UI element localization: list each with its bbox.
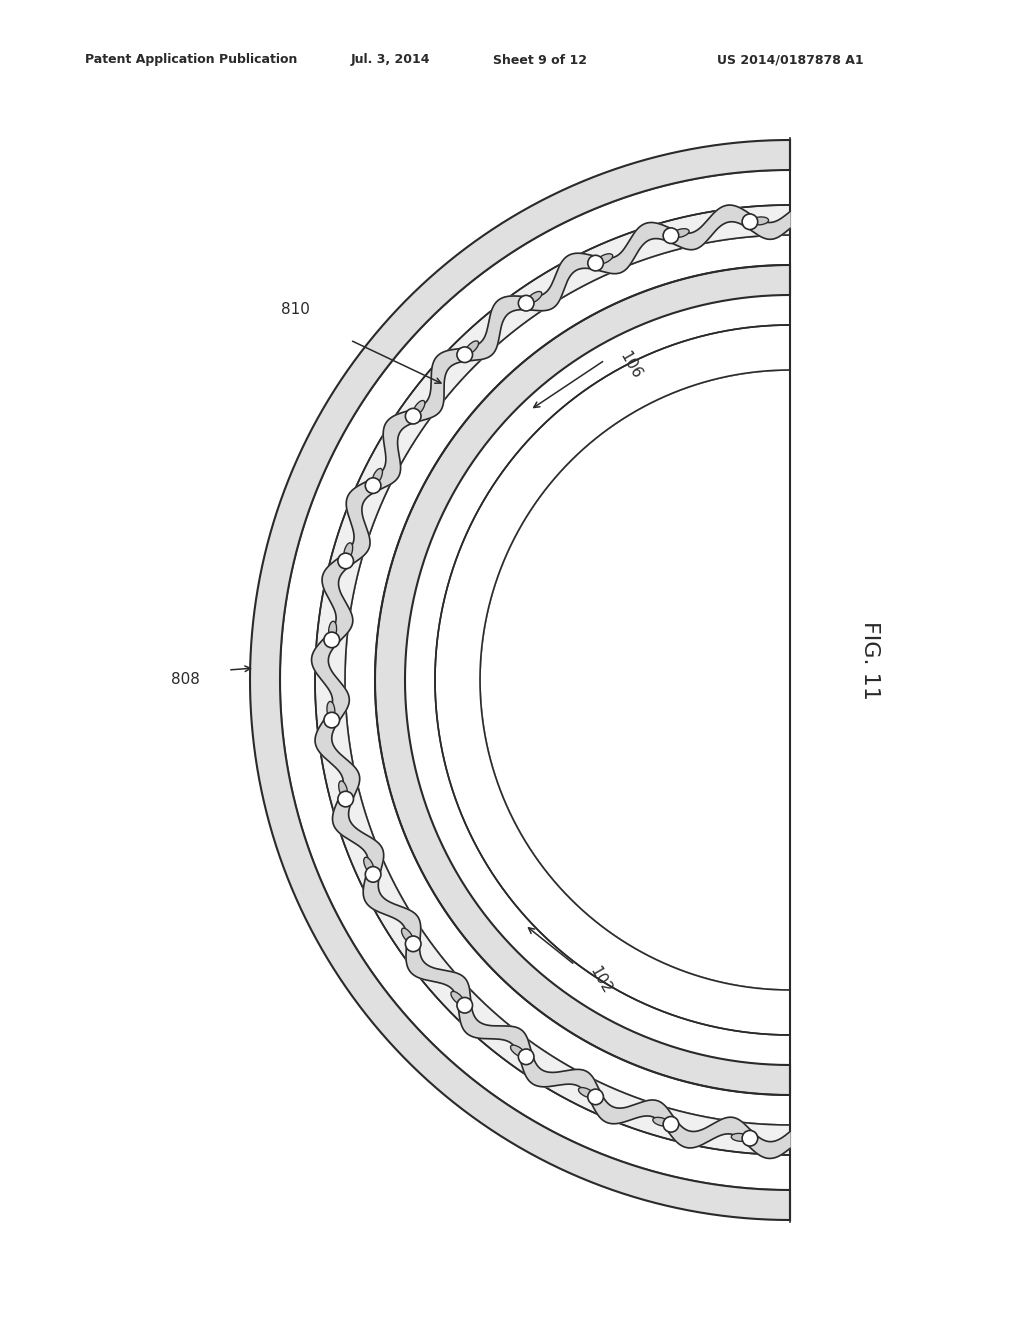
Text: US 2014/0187878 A1: US 2014/0187878 A1: [717, 54, 863, 66]
Circle shape: [518, 296, 534, 312]
Circle shape: [457, 347, 472, 363]
Ellipse shape: [373, 469, 382, 484]
Ellipse shape: [673, 228, 689, 238]
Text: FIG. 11: FIG. 11: [860, 620, 880, 700]
Ellipse shape: [329, 622, 337, 639]
Circle shape: [664, 1117, 679, 1133]
Polygon shape: [435, 325, 790, 1035]
Text: Jul. 3, 2014: Jul. 3, 2014: [350, 54, 430, 66]
Circle shape: [338, 791, 353, 807]
Polygon shape: [280, 170, 790, 1191]
Text: 102: 102: [587, 964, 613, 997]
Ellipse shape: [413, 400, 425, 416]
Circle shape: [588, 255, 603, 271]
Circle shape: [588, 1089, 603, 1105]
Text: Patent Application Publication: Patent Application Publication: [85, 54, 297, 66]
Ellipse shape: [344, 543, 352, 560]
Ellipse shape: [752, 216, 769, 224]
Text: Sheet 9 of 12: Sheet 9 of 12: [493, 54, 587, 66]
Polygon shape: [311, 205, 790, 1159]
Ellipse shape: [731, 1134, 749, 1142]
Ellipse shape: [511, 1045, 525, 1057]
Polygon shape: [375, 265, 790, 1096]
Circle shape: [742, 214, 758, 230]
Polygon shape: [345, 235, 790, 1125]
Circle shape: [324, 632, 340, 648]
Ellipse shape: [339, 781, 347, 797]
Circle shape: [742, 1130, 758, 1146]
Circle shape: [664, 228, 679, 243]
Circle shape: [518, 1049, 534, 1065]
Polygon shape: [315, 205, 790, 1155]
Circle shape: [406, 936, 421, 952]
Text: 808: 808: [171, 672, 200, 688]
Circle shape: [366, 867, 381, 882]
Ellipse shape: [401, 928, 414, 942]
Ellipse shape: [527, 292, 542, 304]
Circle shape: [457, 998, 472, 1012]
Ellipse shape: [465, 341, 478, 354]
Circle shape: [366, 478, 381, 494]
Ellipse shape: [597, 253, 612, 264]
Text: 810: 810: [281, 302, 309, 318]
Polygon shape: [250, 140, 790, 1220]
Ellipse shape: [364, 857, 374, 873]
Ellipse shape: [451, 991, 464, 1005]
Ellipse shape: [327, 701, 335, 718]
Text: 106: 106: [616, 348, 644, 381]
Circle shape: [338, 553, 353, 569]
Circle shape: [324, 713, 340, 727]
Ellipse shape: [652, 1117, 670, 1126]
Circle shape: [406, 408, 421, 424]
Ellipse shape: [579, 1088, 594, 1098]
